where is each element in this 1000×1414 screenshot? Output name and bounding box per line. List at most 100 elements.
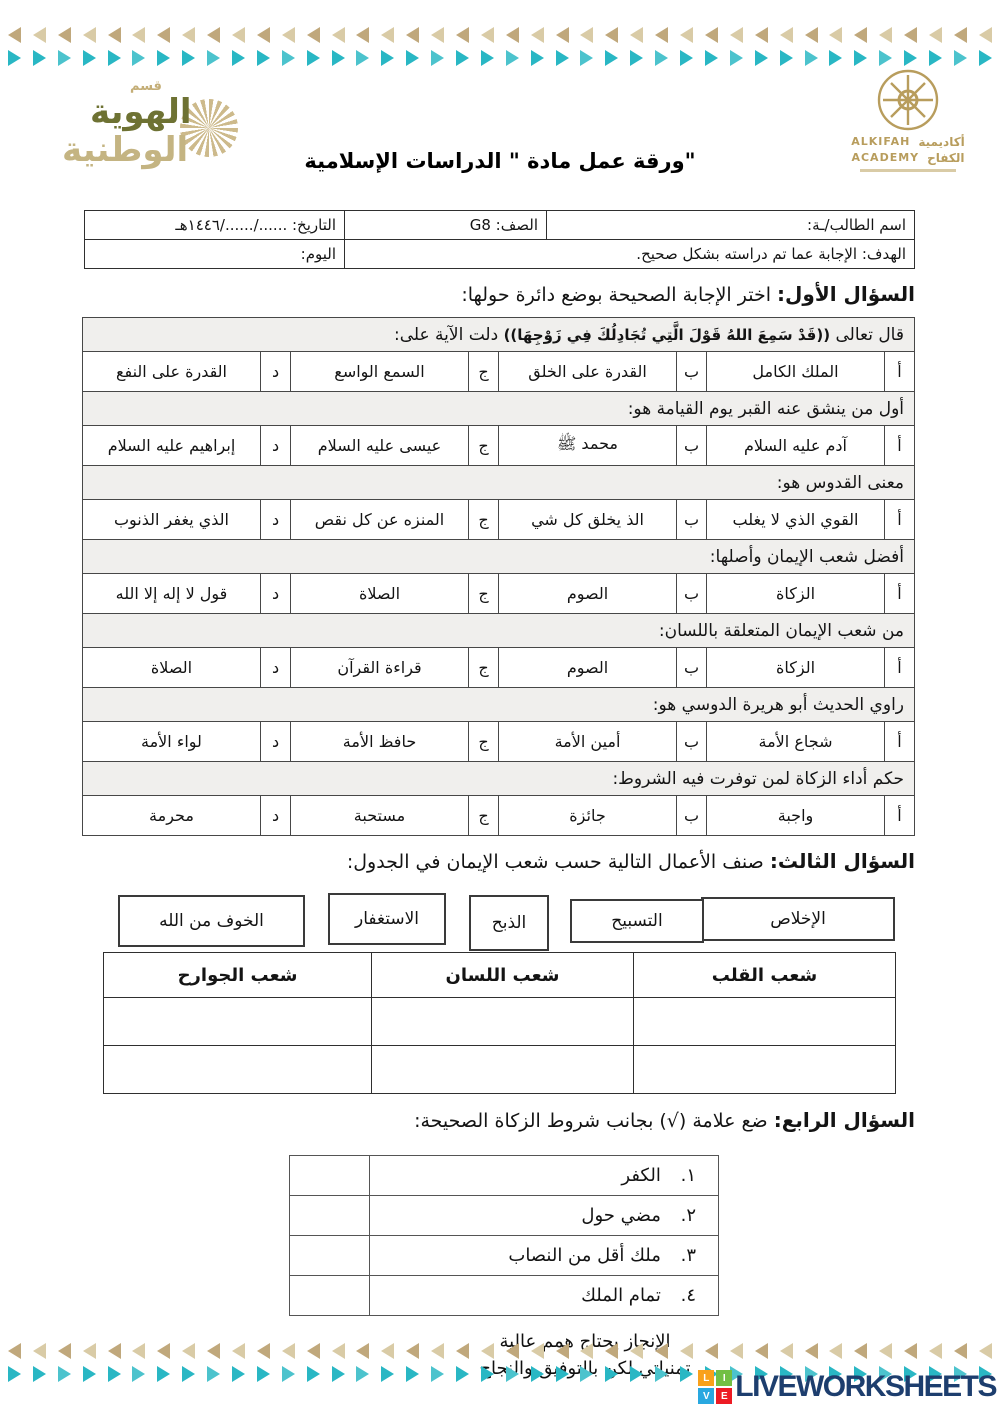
- option-choice[interactable]: عيسى عليه السلام: [290, 425, 469, 466]
- classify-answer-cell[interactable]: [633, 997, 896, 1046]
- option-choice[interactable]: قول لا إله إلا الله: [81, 573, 262, 614]
- left-triangle-icon: [854, 27, 868, 43]
- option-choice[interactable]: السمع الواسع: [290, 351, 469, 392]
- right-triangle-icon: [804, 50, 818, 66]
- option-choice[interactable]: محمد ﷺ: [498, 425, 677, 466]
- checkbox-cell[interactable]: [289, 1275, 370, 1316]
- option-choice[interactable]: الذ يخلق كل شي: [498, 499, 677, 540]
- left-triangle-icon: [381, 27, 395, 43]
- right-triangle-icon: [555, 50, 569, 66]
- options-row-5: أ الزكاة ب الصوم ج قراءة القرآن د الصلاة: [81, 647, 915, 688]
- checkbox-cell[interactable]: [289, 1235, 370, 1276]
- option-choice[interactable]: محرمة: [81, 795, 262, 836]
- option-choice[interactable]: لواء الأمة: [81, 721, 262, 762]
- right-triangle-icon: [804, 1366, 818, 1382]
- bottom-decoration: [0, 1342, 1000, 1383]
- word-card-khawf[interactable]: الخوف من الله: [118, 895, 305, 947]
- word-card-dhabh[interactable]: الذبح: [469, 895, 549, 951]
- checklist-item: ١. الكفر: [369, 1155, 719, 1196]
- question-1-pre: قال تعالى: [835, 324, 904, 345]
- left-triangle-icon: [928, 27, 942, 43]
- option-choice[interactable]: الزكاة: [706, 647, 885, 688]
- classify-header-limbs: شعب الجوارح: [103, 952, 372, 998]
- option-choice[interactable]: أمين الأمة: [498, 721, 677, 762]
- question-1-post: دلت الآية على:: [393, 324, 499, 345]
- left-triangle-icon: [281, 27, 295, 43]
- dept-logo-word-qism: قسم: [130, 79, 162, 94]
- classification-header-row: شعب القلب شعب اللسان شعب الجوارح: [103, 952, 896, 998]
- left-triangle-icon: [356, 1343, 370, 1359]
- left-triangle-icon: [232, 1343, 246, 1359]
- option-choice[interactable]: الصوم: [498, 647, 677, 688]
- option-choice[interactable]: القدرة على النفع: [81, 351, 262, 392]
- student-name-field[interactable]: اسم الطالب/ـة:: [546, 210, 915, 240]
- left-triangle-icon: [356, 27, 370, 43]
- option-letter: ج: [468, 795, 499, 836]
- date-field[interactable]: التاريخ: ....../....../١٤٤٦هـ: [84, 210, 345, 240]
- right-triangle-icon: [680, 50, 694, 66]
- classify-answer-cell[interactable]: [633, 1045, 896, 1094]
- liveworksheets-wordmark: LIVEWORKSHEETS: [735, 1370, 997, 1403]
- academy-name-ar-1: أكاديمية: [918, 135, 965, 149]
- right-triangle-icon: [704, 50, 718, 66]
- right-triangle-icon: [232, 1366, 246, 1382]
- right-triangle-icon: [132, 1366, 146, 1382]
- option-choice[interactable]: المنزه عن كل نقص: [290, 499, 469, 540]
- left-triangle-icon: [655, 27, 669, 43]
- classify-answer-cell[interactable]: [371, 997, 634, 1046]
- question-text-6: راوي الحديث أبو هريرة الدوسي هو:: [81, 687, 916, 722]
- option-letter: ب: [676, 573, 707, 614]
- right-triangle-icon: [306, 1366, 320, 1382]
- right-triangle-icon: [754, 1366, 768, 1382]
- right-triangle-icon: [480, 1366, 494, 1382]
- option-choice[interactable]: الذي يغفر الذنوب: [81, 499, 262, 540]
- option-choice[interactable]: الزكاة: [706, 573, 885, 614]
- word-card-tasbeeh[interactable]: التسبيح: [570, 899, 704, 943]
- option-choice[interactable]: حافظ الأمة: [290, 721, 469, 762]
- option-choice[interactable]: قراءة القرآن: [290, 647, 469, 688]
- left-triangle-icon: [729, 1343, 743, 1359]
- classify-answer-cell[interactable]: [103, 1045, 372, 1094]
- section-3-label: السؤال الثالث:: [769, 849, 915, 873]
- checklist-item-text: تمام الملك: [581, 1285, 661, 1306]
- option-choice[interactable]: الملك الكامل: [706, 351, 885, 392]
- section-4-label: السؤال الرابع:: [773, 1108, 915, 1132]
- word-card-ikhlas[interactable]: الإخلاص: [701, 897, 895, 941]
- left-triangle-icon: [505, 27, 519, 43]
- checkbox-cell[interactable]: [289, 1155, 370, 1196]
- option-choice[interactable]: مستحبة: [290, 795, 469, 836]
- option-choice[interactable]: القدرة على الخلق: [498, 351, 677, 392]
- classify-answer-cell[interactable]: [103, 997, 372, 1046]
- zakat-conditions-checklist: ١. الكفر ٢. مضي حول ٣. ملك أقل من النصاب: [289, 1155, 719, 1316]
- classify-answer-cell[interactable]: [371, 1045, 634, 1094]
- option-choice[interactable]: القوي الذي لا يغلب: [706, 499, 885, 540]
- left-triangle-icon: [754, 27, 768, 43]
- left-triangle-icon: [829, 27, 843, 43]
- option-letter: ب: [676, 721, 707, 762]
- option-choice[interactable]: جائزة: [498, 795, 677, 836]
- option-choice[interactable]: إبراهيم عليه السلام: [81, 425, 262, 466]
- right-triangle-icon: [132, 50, 146, 66]
- checklist-row: ٢. مضي حول: [289, 1195, 719, 1236]
- option-letter: أ: [884, 499, 915, 540]
- left-triangle-icon: [132, 27, 146, 43]
- option-choice[interactable]: الصوم: [498, 573, 677, 614]
- right-triangle-icon: [978, 1366, 992, 1382]
- option-choice[interactable]: الصلاة: [290, 573, 469, 614]
- left-triangle-icon: [8, 27, 21, 43]
- day-field[interactable]: اليوم:: [84, 239, 345, 269]
- option-choice[interactable]: شجاع الأمة: [706, 721, 885, 762]
- option-choice[interactable]: آدم عليه السلام: [706, 425, 885, 466]
- checklist-item-number: ٤.: [680, 1285, 696, 1306]
- option-choice[interactable]: واجبة: [706, 795, 885, 836]
- left-triangle-icon: [804, 27, 818, 43]
- section-heading-4: السؤال الرابع: ضع علامة (√) بجانب شروط ا…: [85, 1107, 915, 1134]
- left-triangle-icon: [256, 27, 270, 43]
- options-row-4: أ الزكاة ب الصوم ج الصلاة د قول لا إله إ…: [81, 573, 915, 614]
- checkbox-cell[interactable]: [289, 1195, 370, 1236]
- academy-logo-rule: [860, 169, 956, 172]
- right-triangle-icon: [630, 50, 644, 66]
- word-card-istighfar[interactable]: الاستغفار: [328, 893, 446, 945]
- option-choice[interactable]: الصلاة: [81, 647, 262, 688]
